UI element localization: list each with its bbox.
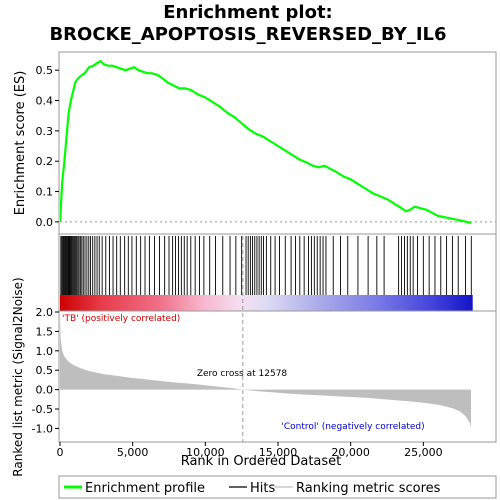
- legend-enrichment-label: Enrichment profile: [85, 481, 205, 496]
- es-ytick-label: 0.5: [36, 64, 54, 77]
- metric-ytick-label: -0.5: [32, 403, 53, 416]
- es-ytick-label: 0.2: [36, 155, 54, 168]
- es-ytick-label: 0.3: [36, 125, 54, 138]
- metric-y-ticks: -1.0 -0.5 0.0 0.5 1.0 1.5 2.0: [32, 306, 59, 435]
- zero-cross-label: Zero cross at 12578: [197, 369, 288, 379]
- es-ylabel: Enrichment score (ES): [13, 71, 28, 216]
- enrichment-profile-line: [60, 59, 471, 225]
- metric-ylabel: Ranked list metric (Signal2Noise): [11, 277, 25, 476]
- chart-title-line1: Enrichment plot:: [163, 2, 333, 23]
- metric-xtick-label: 15,000: [259, 446, 298, 459]
- metric-xtick-label: 20,000: [331, 446, 370, 459]
- es-y-ticks: 0.0 0.1 0.2 0.3 0.4 0.5: [36, 64, 59, 229]
- metric-ytick-label: -1.0: [32, 422, 53, 435]
- negative-correlation-label: 'Control' (negatively correlated): [281, 422, 424, 432]
- metric-xlabel: Rank in Ordered Dataset: [181, 454, 342, 469]
- metric-ytick-label: 1.0: [36, 345, 54, 358]
- es-ytick-label: 0.1: [36, 186, 54, 199]
- metric-xtick-label: 0: [57, 446, 64, 459]
- metric-ytick-label: 0.5: [36, 364, 54, 377]
- metric-ytick-label: 2.0: [36, 306, 54, 319]
- metric-xtick-label: 25,000: [404, 446, 443, 459]
- chart-title-line2: BROCKE_APOPTOSIS_REVERSED_BY_IL6: [49, 24, 446, 45]
- gene-hit-lines: [60, 236, 472, 295]
- es-panel: 0.0 0.1 0.2 0.3 0.4 0.5 Enrichment score (ES): [13, 51, 497, 235]
- metric-xtick-label: 10,000: [186, 446, 225, 459]
- legend-metric-label: Ranking metric scores: [296, 481, 441, 496]
- ranked-list-color-bar: [60, 295, 473, 311]
- metric-panel: -1.0 -0.5 0.0 0.5 1.0 1.5 2.0 0 5,000 10,000 15,0…: [11, 236, 497, 477]
- metric-panel-frame: [58, 310, 497, 443]
- metric-x-ticks: 0 5,000 10,000 15,000 20,000 25,000: [57, 442, 443, 459]
- metric-ytick-label: 1.5: [36, 325, 54, 338]
- es-panel-frame: [58, 51, 497, 235]
- es-ytick-label: 0.4: [36, 95, 54, 108]
- metric-ytick-label: 0.0: [36, 384, 54, 397]
- positive-correlation-label: 'TB' (positively correlated): [62, 314, 180, 324]
- hits-panel: [58, 233, 497, 312]
- legend: Enrichment profile Hits Ranking metric s…: [58, 475, 497, 499]
- metric-xtick-label: 5,000: [117, 446, 149, 459]
- legend-hits-label: Hits: [250, 481, 275, 496]
- es-ytick-label: 0.0: [36, 216, 54, 229]
